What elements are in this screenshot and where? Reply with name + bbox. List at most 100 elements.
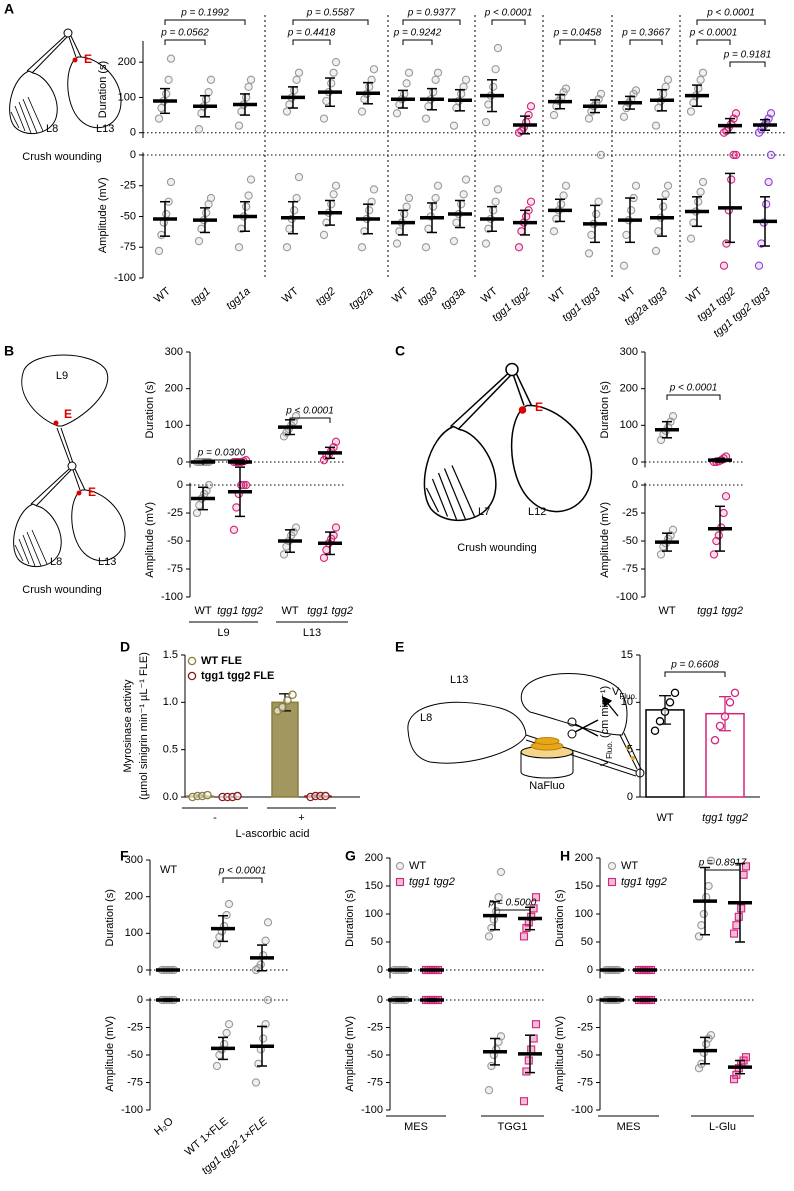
x-tick-label: tgg1a xyxy=(224,285,253,312)
data-point xyxy=(154,114,164,123)
data-point xyxy=(327,79,336,88)
data-point xyxy=(686,107,696,116)
y-axis-label: Duration (s) xyxy=(344,889,356,946)
panel-letter: G xyxy=(345,848,356,864)
y-tick-label: -50 xyxy=(120,210,136,222)
y-tick-label: 0 xyxy=(130,149,136,161)
p-value: p = 0.0458 xyxy=(553,28,602,39)
data-point xyxy=(331,437,341,446)
y-tick-label: -50 xyxy=(577,1049,593,1061)
data-point xyxy=(234,243,244,252)
data-point xyxy=(689,218,698,227)
data-point xyxy=(331,523,341,532)
data-point xyxy=(484,1086,494,1095)
data-point xyxy=(706,856,716,865)
y-tick-label: 0 xyxy=(587,994,593,1006)
legend-marker xyxy=(187,656,197,666)
y-tick-label: 100 xyxy=(365,908,383,920)
data-point xyxy=(457,89,466,99)
y-tick-label: 0 xyxy=(177,456,183,468)
data-point xyxy=(433,68,443,77)
annotation: WT xyxy=(160,864,177,876)
x-tick-label: TGG1 xyxy=(498,1121,528,1133)
data-point xyxy=(246,75,256,84)
y-axis-label: Duration (s) xyxy=(144,381,156,438)
legend-marker xyxy=(607,861,617,871)
p-value: p = 0.5000 xyxy=(488,898,537,909)
panel-letter: C xyxy=(395,343,405,359)
y-tick-label: -25 xyxy=(120,180,136,192)
data-point xyxy=(739,870,748,879)
data-point xyxy=(519,1097,529,1106)
x-tick-label: tgg1 tgg2 xyxy=(702,812,748,824)
y-tick-label: 100 xyxy=(575,908,593,920)
data-point xyxy=(714,531,723,540)
plant-diagram xyxy=(423,362,593,522)
data-point xyxy=(459,190,468,199)
data-point xyxy=(699,909,708,919)
data-point xyxy=(668,525,678,534)
y-tick-label: -75 xyxy=(367,1076,383,1088)
data-point xyxy=(627,206,636,215)
p-value: p < 0.0001 xyxy=(218,866,267,877)
data-point xyxy=(321,791,330,801)
y-tick-label: 0.0 xyxy=(163,791,178,803)
data-point xyxy=(487,923,496,933)
data-point xyxy=(322,96,331,106)
leaf-label: L12 xyxy=(528,506,546,518)
y-tick-label: -25 xyxy=(167,507,183,519)
p-value: p = 0.0562 xyxy=(160,28,209,39)
data-point xyxy=(722,239,731,248)
wound-site: E xyxy=(84,52,92,66)
data-point xyxy=(631,181,641,190)
data-point xyxy=(487,1061,496,1071)
data-point xyxy=(694,1064,704,1073)
data-point xyxy=(421,114,431,123)
p-value: p < 0.0001 xyxy=(706,8,755,19)
data-point xyxy=(721,492,731,501)
data-point xyxy=(522,1067,531,1076)
y-tick-label: -25 xyxy=(367,1021,383,1033)
x-tick-label: tgg1 tgg2 xyxy=(307,605,353,617)
data-point xyxy=(741,1053,751,1062)
p-value: p < 0.0001 xyxy=(484,8,533,19)
leaf-label: L7 xyxy=(478,506,490,518)
bracket xyxy=(289,417,331,423)
x-tick-label: WT xyxy=(152,285,173,305)
data-point xyxy=(194,125,204,134)
x-tick-label: + xyxy=(298,812,304,824)
data-point xyxy=(694,932,704,941)
y-tick-label: 200 xyxy=(365,852,383,864)
leaf-label: L13 xyxy=(98,556,116,568)
panel-letter: H xyxy=(560,848,570,864)
y-tick-label: -75 xyxy=(127,1076,143,1088)
p-value: p = 0.9377 xyxy=(407,8,456,19)
data-point xyxy=(715,721,725,731)
legend-label: WT xyxy=(621,860,638,872)
y-axis-label: VFluo. (cm min⁻¹) xyxy=(599,686,614,766)
data-point xyxy=(651,246,661,256)
data-point xyxy=(162,209,171,219)
y-tick-label: 0 xyxy=(377,964,383,976)
data-point xyxy=(449,121,459,130)
y-tick-label: 0 xyxy=(137,964,143,976)
data-point xyxy=(698,68,708,77)
data-point xyxy=(283,696,292,705)
panel-letter: A xyxy=(4,1,14,17)
y-tick-label: -25 xyxy=(622,507,638,519)
leaf-label: L9 xyxy=(56,370,68,382)
data-point xyxy=(725,698,735,707)
data-point xyxy=(319,553,329,562)
data-point xyxy=(584,249,594,258)
data-point xyxy=(659,89,668,99)
data-point xyxy=(731,150,741,160)
y-tick-label: 200 xyxy=(118,56,136,68)
data-point xyxy=(212,1061,222,1071)
y-axis-label: Myrosinase activity xyxy=(122,679,134,772)
y-tick-label: 50 xyxy=(581,936,593,948)
data-point xyxy=(762,200,771,209)
y-tick-label: -100 xyxy=(114,272,136,284)
data-point xyxy=(694,197,703,206)
data-point xyxy=(331,181,341,190)
